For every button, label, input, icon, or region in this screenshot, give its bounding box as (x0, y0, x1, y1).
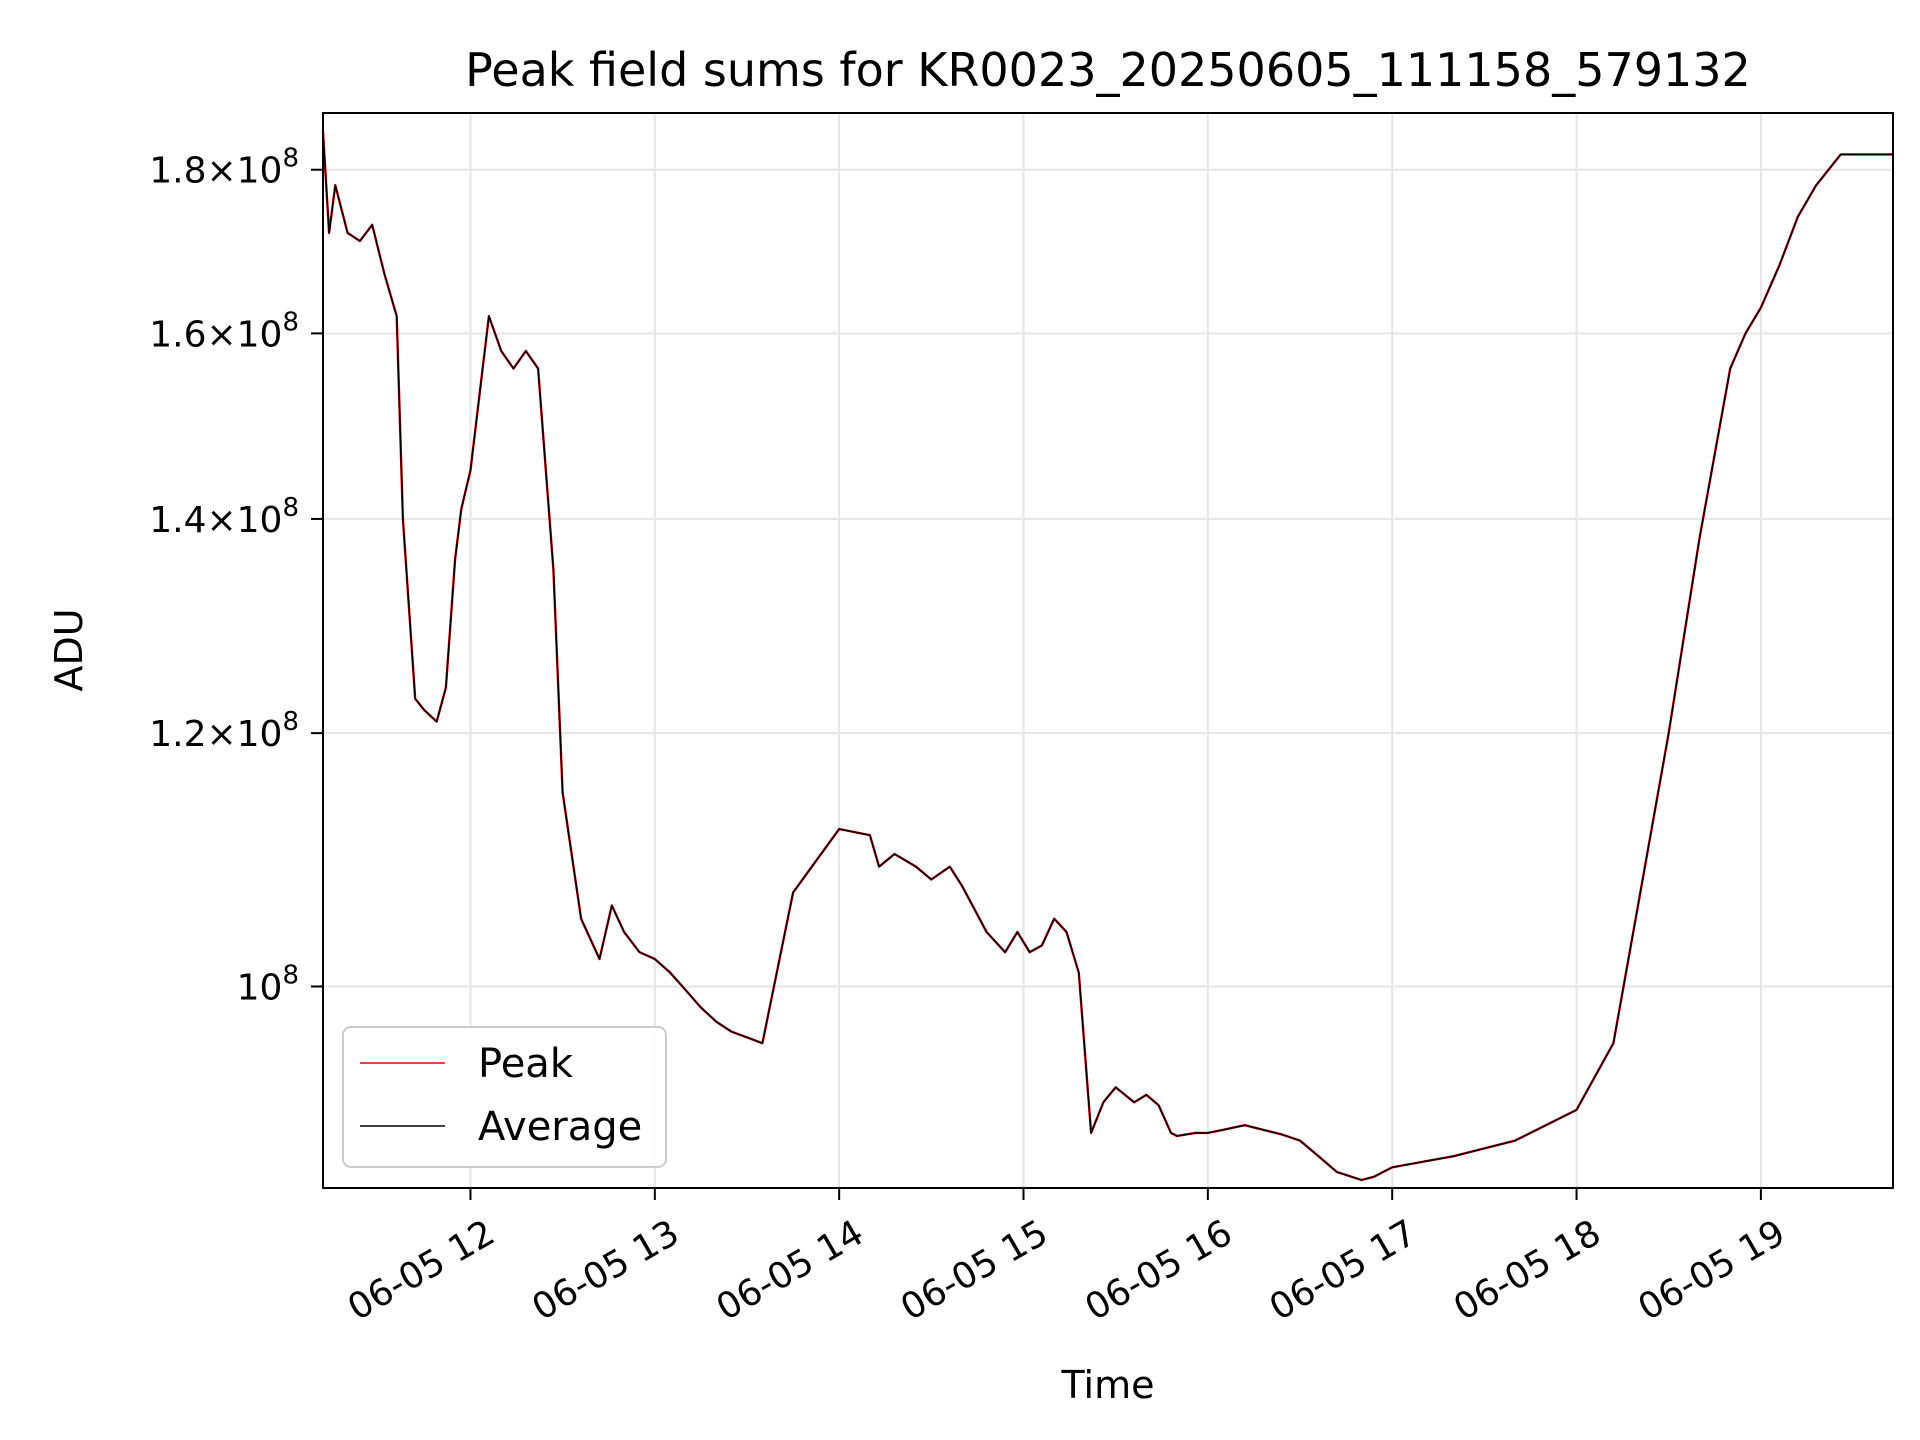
series-line-peak (321, 131, 1893, 1182)
legend-label-average: Average (478, 1104, 642, 1150)
chart-title: Peak field sums for KR0023_20250605_1111… (465, 43, 1751, 97)
x-tick-label: 06-05 13 (525, 1212, 686, 1328)
x-axis-label: Time (1061, 1363, 1155, 1407)
x-tick-label: 06-05 14 (710, 1212, 871, 1328)
legend-label-peak: Peak (478, 1041, 574, 1087)
legend: Peak Average (342, 1026, 667, 1168)
y-tick-label: 108 (237, 960, 299, 1008)
y-tick-label: 1.6×108 (149, 307, 299, 355)
y-tick-label: 1.2×108 (149, 707, 299, 755)
x-tick-label: 06-05 16 (1078, 1212, 1239, 1328)
y-tick-label: 1.8×108 (149, 144, 299, 192)
plot-frame (322, 112, 1894, 1189)
grid (323, 113, 1893, 1188)
x-tick-label: 06-05 18 (1447, 1212, 1608, 1328)
y-tick-label: 1.4×108 (149, 493, 299, 541)
x-tick-label: 06-05 17 (1263, 1212, 1424, 1328)
x-tick-label: 06-05 19 (1632, 1212, 1793, 1328)
y-axis-label: ADU (47, 608, 91, 691)
x-tick-label: 06-05 12 (341, 1212, 502, 1328)
series-lines (321, 131, 1893, 1182)
legend-box (342, 1026, 667, 1168)
x-tick-label: 06-05 15 (894, 1212, 1055, 1328)
series-line-average (322, 131, 1893, 1181)
